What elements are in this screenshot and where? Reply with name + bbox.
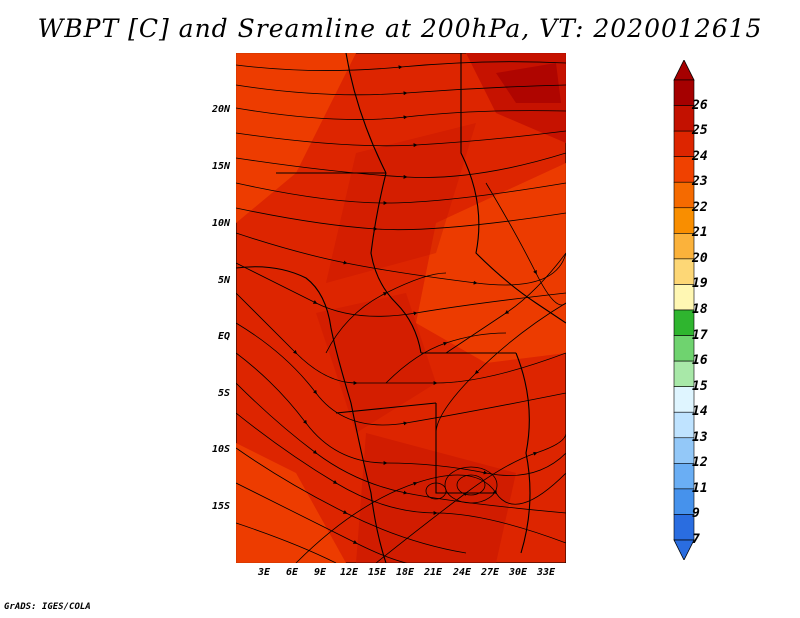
lat-label: 10N (211, 218, 230, 229)
colorbar-label: 25 (692, 123, 708, 139)
colorbar-swatch (673, 181, 695, 209)
grads-credit: GrADS: IGES/COLA (4, 602, 91, 612)
lat-label: 10S (211, 444, 230, 455)
colorbar-label: 11 (692, 480, 708, 496)
lon-label: 30E (508, 567, 528, 578)
colorbar-swatch (673, 514, 695, 541)
colorbar-label: 22 (692, 199, 708, 215)
lon-label: 33E (536, 567, 556, 578)
colorbar-swatch (673, 437, 695, 464)
colorbar-swatch (673, 156, 695, 183)
lon-label: 18E (395, 567, 415, 578)
lat-label: 5N (217, 275, 230, 286)
lat-label: EQ (217, 331, 230, 342)
colorbar-label: 9 (692, 506, 700, 522)
colorbar-swatch (673, 105, 695, 132)
country-borders (236, 53, 566, 563)
colorbar-swatch (673, 233, 695, 260)
colorbar-label: 20 (692, 250, 708, 266)
wbpt-streamline-map (236, 53, 566, 563)
colorbar-swatch (673, 79, 695, 106)
colorbar-label: 21 (692, 225, 708, 241)
colorbar-label: 16 (692, 353, 708, 369)
colorbar-label: 7 (692, 532, 700, 547)
lon-label: 3E (257, 567, 271, 578)
colorbar-label: 17 (692, 327, 708, 343)
colorbar-label: 12 (692, 455, 708, 471)
colorbar-swatch (673, 335, 695, 362)
wbpt-band-orange (236, 53, 356, 223)
lon-label: 15E (367, 567, 387, 578)
colorbar-label: 15 (692, 378, 708, 394)
colorbar-swatch (673, 386, 695, 413)
lat-label: 5S (217, 388, 230, 399)
colorbar-swatch (673, 488, 695, 515)
lon-label: 27E (480, 567, 500, 578)
colorbar-swatch (673, 463, 695, 490)
colorbar-label: 13 (692, 429, 708, 445)
colorbar-swatch (673, 411, 695, 439)
colorbar-swatch (673, 130, 695, 157)
colorbar (673, 60, 695, 560)
colorbar-label: 23 (692, 174, 708, 190)
colorbar-swatch (673, 258, 695, 285)
streamlines (236, 61, 566, 563)
colorbar-bottom-arrow (673, 539, 695, 560)
colorbar-swatch (673, 309, 695, 336)
lon-label: 9E (313, 567, 327, 578)
lon-label: 6E (285, 567, 299, 578)
colorbar-label: 26 (692, 97, 708, 113)
wbpt-band-dark (496, 63, 561, 103)
wbpt-band-orange (416, 163, 566, 363)
chart-title: WBPT [C] and Sreamline at 200hPa, VT: 20… (37, 14, 763, 43)
wbpt-band-orange (236, 443, 346, 563)
colorbar-label: 14 (692, 404, 708, 420)
colorbar-label: 24 (692, 148, 708, 164)
colorbar-label: 19 (692, 276, 708, 292)
colorbar-swatch (673, 360, 695, 387)
lon-label: 21E (423, 567, 443, 578)
lat-label: 20N (211, 104, 230, 115)
lat-label: 15S (211, 501, 230, 512)
colorbar-top-arrow (673, 60, 695, 81)
lon-label: 12E (339, 567, 359, 578)
lat-label: 15N (211, 161, 230, 172)
colorbar-swatch (673, 284, 695, 311)
colorbar-swatch (673, 207, 695, 234)
colorbar-label: 18 (692, 302, 708, 317)
lon-label: 24E (452, 567, 472, 578)
